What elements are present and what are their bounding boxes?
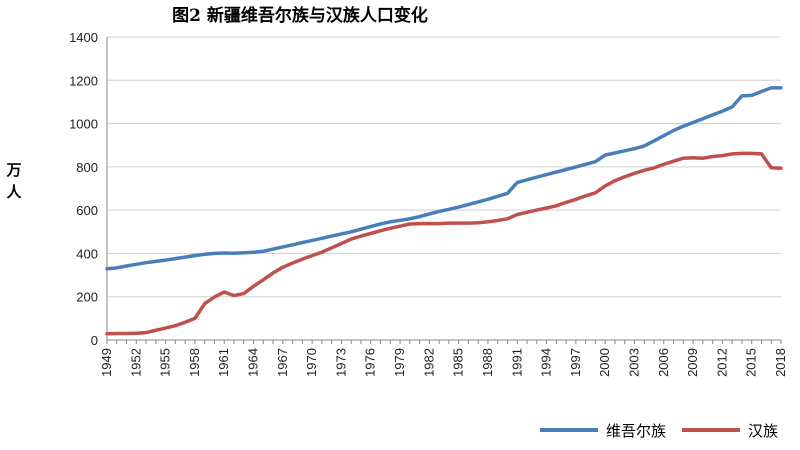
x-tick-label: 2018 <box>773 348 788 377</box>
x-tick-label: 1985 <box>451 348 466 377</box>
y-tick-label: 0 <box>91 333 98 348</box>
x-tick-label: 1976 <box>363 348 378 377</box>
x-tick-label: 2012 <box>714 348 729 377</box>
y-tick-label: 1000 <box>69 117 98 132</box>
x-tick-label: 1982 <box>421 348 436 377</box>
x-tick-label: 2006 <box>656 348 671 377</box>
x-tick-label: 1970 <box>304 348 319 377</box>
x-tick-label: 1994 <box>539 348 554 377</box>
x-tick-label: 1949 <box>99 348 114 377</box>
y-tick-labels: 0 200 400 600 800 1000 1200 1400 <box>69 30 98 348</box>
x-tick-label: 1964 <box>246 348 261 377</box>
y-tick-label: 200 <box>76 290 98 305</box>
series-line <box>105 151 783 336</box>
x-tick-label: 1967 <box>275 348 290 377</box>
y-tick-label: 1200 <box>69 73 98 88</box>
legend-label: 汉族 <box>748 422 778 440</box>
y-tick-label: 400 <box>76 246 98 261</box>
x-tick-label: 1979 <box>392 348 407 377</box>
x-tick-label: 1961 <box>216 348 231 377</box>
y-axis-label: 万人 <box>5 161 22 201</box>
x-tick-label: 2009 <box>685 348 700 377</box>
x-tick-label: 2003 <box>626 348 641 377</box>
x-tick-label: 1988 <box>480 348 495 377</box>
x-tick-label: 1991 <box>509 348 524 377</box>
x-tick-label: 1973 <box>333 348 348 377</box>
legend-label: 维吾尔族 <box>606 422 666 440</box>
y-tick-label: 1400 <box>69 30 98 45</box>
series-lines <box>105 86 783 336</box>
x-tick-label: 1958 <box>187 348 202 377</box>
chart-title: 图2 新疆维吾尔族与汉族人口变化 <box>172 5 428 26</box>
x-tick-label: 1997 <box>568 348 583 377</box>
series-line <box>105 86 783 271</box>
x-tick-label: 1952 <box>128 348 143 377</box>
axes <box>106 37 782 344</box>
legend: 维吾尔族 汉族 <box>540 422 778 440</box>
x-tick-label: 2000 <box>597 348 612 377</box>
y-tick-label: 600 <box>76 203 98 218</box>
y-tick-label: 800 <box>76 160 98 175</box>
x-tick-label: 2015 <box>744 348 759 377</box>
gridlines <box>107 36 781 341</box>
x-tick-label: 1955 <box>158 348 173 377</box>
x-tick-labels: 1949 1952 1955 1958 1961 1964 1967 1970 1973 1976… <box>99 348 788 377</box>
